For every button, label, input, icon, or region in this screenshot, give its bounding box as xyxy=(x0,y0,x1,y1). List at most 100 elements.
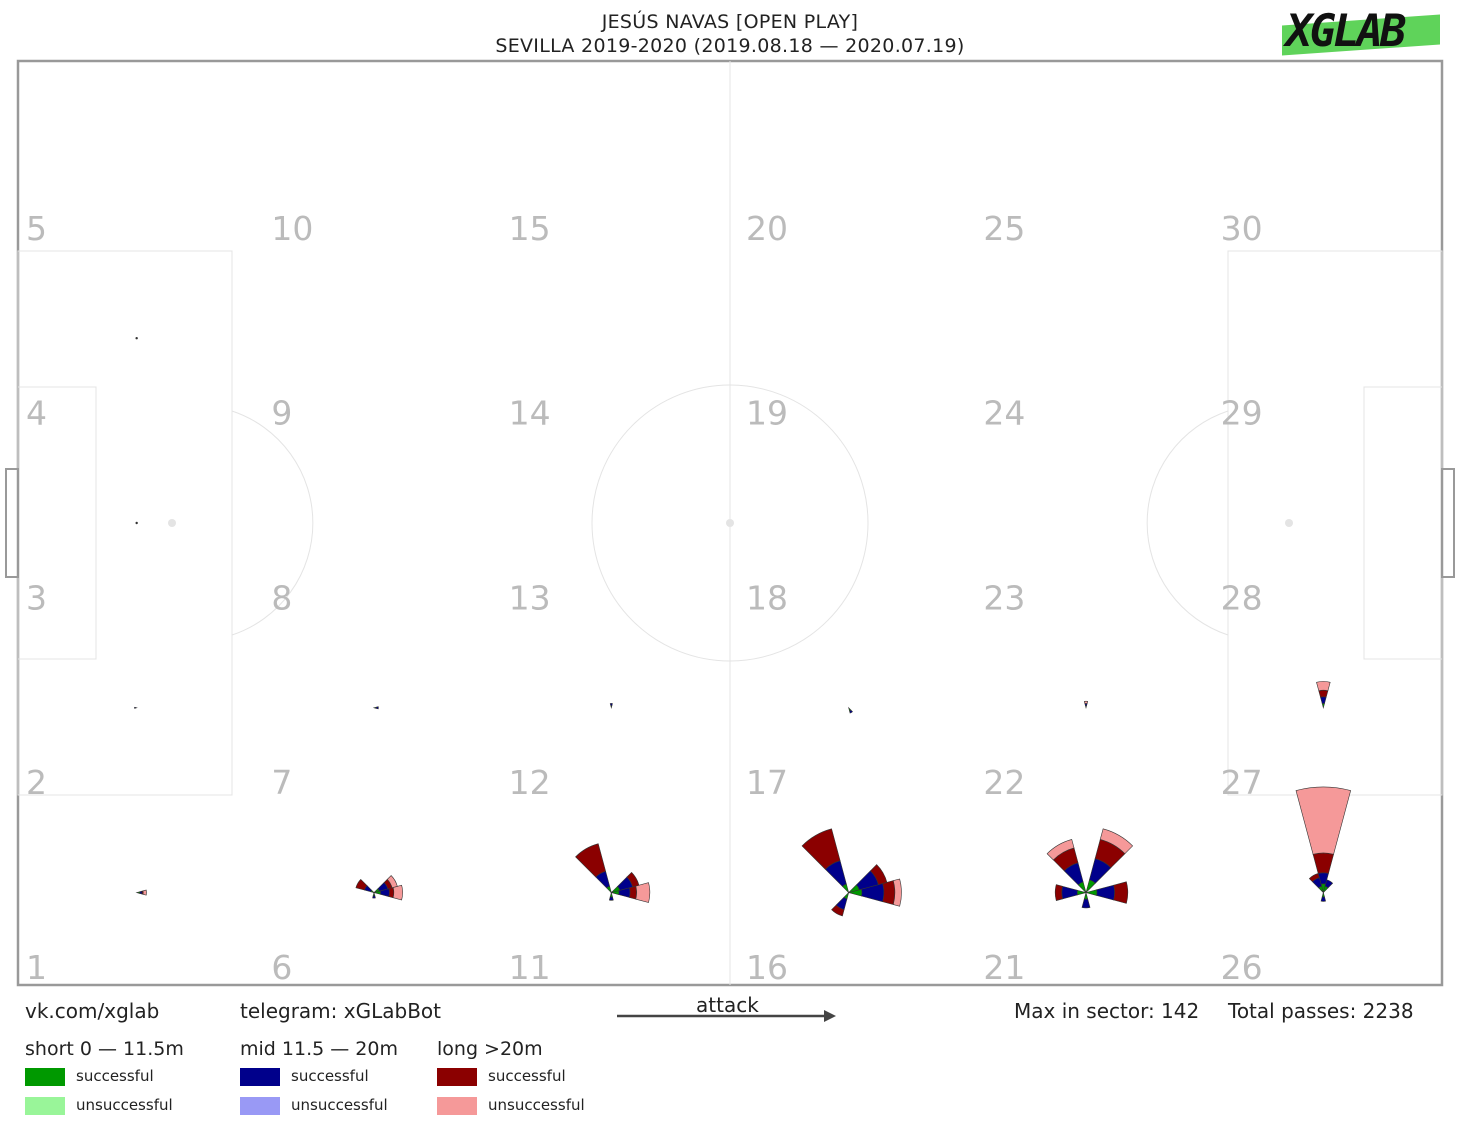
center-circle xyxy=(591,384,869,662)
zone-label-20: 20 xyxy=(746,209,788,248)
left-penalty-arc xyxy=(231,410,314,636)
zone-7-sector-0-mid xyxy=(375,706,379,710)
zone-27-sector-0-mid xyxy=(1320,696,1327,704)
zone-1-sector-0-short xyxy=(135,891,141,894)
zone-label-12: 12 xyxy=(509,763,551,802)
footer-telegram[interactable]: telegram: xGLabBot xyxy=(240,999,441,1023)
zone-label-13: 13 xyxy=(509,578,551,617)
total-passes: Total passes: 2238 xyxy=(1228,999,1414,1023)
max-in-sector: Max in sector: 142 xyxy=(1014,999,1200,1023)
zone-3-dot xyxy=(135,521,138,525)
zone-label-29: 29 xyxy=(1221,394,1263,433)
zone-4-dot xyxy=(135,337,138,340)
right-penalty-box xyxy=(1227,250,1443,796)
footer-vk-link[interactable]: vk.com/xglab xyxy=(25,999,160,1023)
zone-label-3: 3 xyxy=(26,578,47,617)
zone-label-21: 21 xyxy=(983,948,1025,987)
zone-11-sector-0-long xyxy=(629,885,637,900)
zone-26-sector-3-mid xyxy=(1320,896,1326,902)
zone-label-11: 11 xyxy=(509,948,551,987)
zone-6-sector-1-ul xyxy=(386,875,398,889)
zone-label-19: 19 xyxy=(746,394,788,433)
zone-16-sector-2-long xyxy=(801,828,841,870)
zone-11-sector-1-long xyxy=(626,871,640,888)
zone-26-sector-0-ul xyxy=(1295,786,1352,855)
zone-26-sector-1-long xyxy=(1308,873,1320,883)
zone-label-23: 23 xyxy=(983,578,1025,617)
zone-17-sector-0-mid xyxy=(849,709,853,714)
legend-long-title: long >20m xyxy=(437,1038,543,1060)
chart-title: JESÚS NAVAS [OPEN PLAY] xyxy=(601,11,859,33)
zone-label-7: 7 xyxy=(271,763,292,802)
zone-label-6: 6 xyxy=(271,948,292,987)
zone-label-5: 5 xyxy=(26,209,47,248)
left-goal xyxy=(5,468,19,578)
legend-label-long-unsuccessful: unsuccessful xyxy=(488,1096,585,1114)
right-goal-box xyxy=(1363,386,1443,660)
chart-subtitle: SEVILLA 2019-2020 (2019.08.18 — 2020.07.… xyxy=(495,35,965,57)
zone-21-sector-0-mid xyxy=(1096,884,1115,901)
zone-label-9: 9 xyxy=(271,394,292,433)
legend-swatch-short-successful xyxy=(25,1068,65,1086)
zone-16-sector-1-long xyxy=(870,864,888,885)
zone-label-26: 26 xyxy=(1221,948,1263,987)
legend-mid-title: mid 11.5 — 20m xyxy=(240,1038,398,1060)
zone-21-sector-2-ul xyxy=(1046,839,1075,861)
legend-label-short-successful: successful xyxy=(76,1067,154,1085)
zone-label-18: 18 xyxy=(746,578,788,617)
zone-22-sector-0-ul xyxy=(1083,700,1089,704)
zone-label-14: 14 xyxy=(509,394,551,433)
legend-label-short-unsuccessful: unsuccessful xyxy=(76,1096,173,1114)
legend-swatch-mid-unsuccessful xyxy=(240,1097,280,1115)
attack-label: attack xyxy=(696,993,759,1017)
zone-6-sector-0-ul xyxy=(392,884,403,901)
zone-11-sector-3-mid xyxy=(608,896,614,901)
zone-12-sector-0-mid xyxy=(609,703,613,707)
legend-swatch-long-successful xyxy=(437,1068,477,1086)
zone-21-sector-1-ul xyxy=(1099,828,1134,855)
legend-swatch-mid-successful xyxy=(240,1068,280,1086)
legend-swatch-short-unsuccessful xyxy=(25,1097,65,1115)
zone-11-sector-3-short xyxy=(609,891,613,898)
zone-label-24: 24 xyxy=(983,394,1025,433)
zone-1-sector-0-ul xyxy=(142,889,147,896)
zone-26-sector-2-mid xyxy=(1324,879,1334,889)
zone-label-30: 30 xyxy=(1221,209,1263,248)
zone-21-sector-0-long xyxy=(1113,881,1129,904)
legend-label-mid-unsuccessful: unsuccessful xyxy=(291,1096,388,1114)
zone-6-sector-0-long xyxy=(388,887,395,899)
right-penalty-arc xyxy=(1146,410,1229,636)
zone-6-sector-3-short xyxy=(372,891,376,897)
zone-11-sector-2-long xyxy=(575,843,607,878)
zone-label-28: 28 xyxy=(1221,578,1263,617)
zone-11-sector-0-ul xyxy=(635,882,651,903)
zone-16-sector-0-ul xyxy=(892,878,902,907)
left-penalty-box xyxy=(17,250,233,796)
zone-label-16: 16 xyxy=(746,948,788,987)
zone-label-2: 2 xyxy=(26,763,47,802)
logo-text: XGLAB xyxy=(1286,6,1406,57)
zone-label-10: 10 xyxy=(271,209,313,248)
legend-short-title: short 0 — 11.5m xyxy=(25,1038,184,1060)
zone-21-sector-4-short xyxy=(1083,891,1089,900)
zone-16-sector-3-long xyxy=(831,904,845,917)
zone-label-27: 27 xyxy=(1221,763,1263,802)
zone-21-sector-3-mid xyxy=(1061,885,1078,900)
right-goal xyxy=(1441,468,1455,578)
center-spot xyxy=(726,519,734,527)
zone-label-22: 22 xyxy=(983,763,1025,802)
zone-27-sector-0-long xyxy=(1318,689,1329,698)
zone-26-sector-3-short xyxy=(1321,891,1325,898)
right-penalty-spot xyxy=(1285,519,1293,527)
attack-arrow-head xyxy=(824,1010,836,1022)
zone-label-25: 25 xyxy=(983,209,1025,248)
zone-21-sector-4-mid xyxy=(1081,898,1091,909)
zone-6-sector-2-long xyxy=(355,878,368,891)
zone-label-4: 4 xyxy=(26,394,47,433)
xglab-logo: XGLAB xyxy=(1280,6,1440,60)
zone-27-sector-0-short xyxy=(1321,703,1325,709)
left-penalty-spot xyxy=(168,519,176,527)
zone-label-15: 15 xyxy=(509,209,551,248)
zone-21-sector-3-long xyxy=(1054,884,1063,901)
